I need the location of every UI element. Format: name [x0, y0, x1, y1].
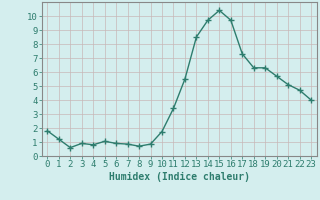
X-axis label: Humidex (Indice chaleur): Humidex (Indice chaleur) [109, 172, 250, 182]
